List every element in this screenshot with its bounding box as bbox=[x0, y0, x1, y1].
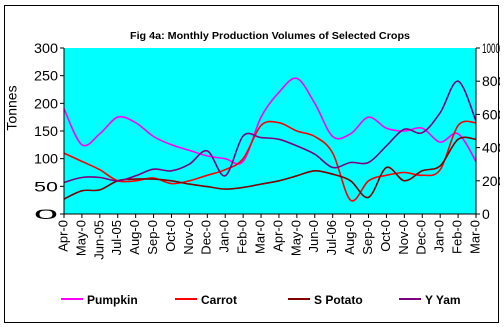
x-tick-label: Aug-0 bbox=[342, 220, 357, 255]
x-tick-label: Dec-0 bbox=[199, 220, 214, 255]
left-tick-label: 300 bbox=[34, 40, 58, 56]
x-tick-label: Oct-0 bbox=[378, 220, 393, 252]
x-tick-label: Sep-0 bbox=[360, 220, 375, 255]
x-tick-label: Sep-0 bbox=[145, 220, 160, 255]
right-tick-label: 400 bbox=[482, 140, 500, 156]
series-line-y-yam bbox=[63, 80, 477, 184]
x-tick-label: Jan-0 bbox=[432, 220, 447, 253]
series-line-s-potato bbox=[63, 136, 477, 200]
x-tick-label: Jul-06 bbox=[324, 220, 339, 255]
x-tick-label: Dec-0 bbox=[414, 220, 429, 255]
x-tick-label: Feb-0 bbox=[235, 220, 250, 254]
chart-title: Fig 4a: Monthly Production Volumes of Se… bbox=[130, 31, 410, 42]
left-tick-label: 100 bbox=[34, 151, 58, 167]
legend-label: S Potato bbox=[314, 293, 363, 307]
series-line-carrot bbox=[63, 120, 477, 202]
left-tick-label: 0 bbox=[34, 206, 59, 222]
left-tick-label: 200 bbox=[34, 95, 58, 111]
legend-label: Y Yam bbox=[425, 293, 461, 307]
x-tick-label: Jan-0 bbox=[217, 220, 232, 253]
x-tick-label: Apr-0 bbox=[55, 220, 70, 252]
x-tick-label: Nov-0 bbox=[181, 220, 196, 255]
line-chart: Fig 4a: Monthly Production Volumes of Se… bbox=[5, 31, 500, 307]
left-tick-label: 50 bbox=[34, 178, 58, 194]
x-tick-label: Nov-0 bbox=[396, 220, 411, 255]
x-tick-label: May-0 bbox=[73, 220, 88, 256]
x-tick-label: Aug-0 bbox=[127, 220, 142, 255]
left-tick-label: 250 bbox=[34, 68, 58, 84]
legend-label: Pumpkin bbox=[87, 293, 138, 307]
x-tick-label: Apr-0 bbox=[270, 220, 285, 252]
right-tick-label: 0 bbox=[482, 206, 490, 222]
series-line-pumpkin bbox=[63, 77, 477, 165]
x-tick-label: May-0 bbox=[288, 220, 303, 256]
legend: Pumpkin Carrot S Potato Y Yam bbox=[61, 293, 461, 307]
right-tick-label: 800 bbox=[482, 73, 500, 89]
legend-label: Carrot bbox=[201, 293, 237, 307]
left-tick-label: 150 bbox=[34, 123, 58, 139]
right-tick-label: 1000 bbox=[482, 40, 500, 56]
right-tick-label: 200 bbox=[482, 173, 500, 189]
x-tick-label: Jul-05 bbox=[109, 220, 124, 255]
x-tick-label: Mar-0 bbox=[252, 220, 267, 254]
chart-frame: Fig 4a: Monthly Production Volumes of Se… bbox=[4, 5, 500, 323]
right-tick-label: 600 bbox=[482, 106, 500, 122]
x-tick-label: Feb-0 bbox=[450, 220, 465, 254]
x-tick-label: Jun-05 bbox=[91, 220, 106, 260]
x-tick-label: Oct-0 bbox=[163, 220, 178, 252]
y-axis-label: Tonnes bbox=[5, 85, 20, 130]
x-tick-label: Mar-0 bbox=[467, 220, 482, 254]
x-tick-label: Jun-0 bbox=[306, 220, 321, 253]
